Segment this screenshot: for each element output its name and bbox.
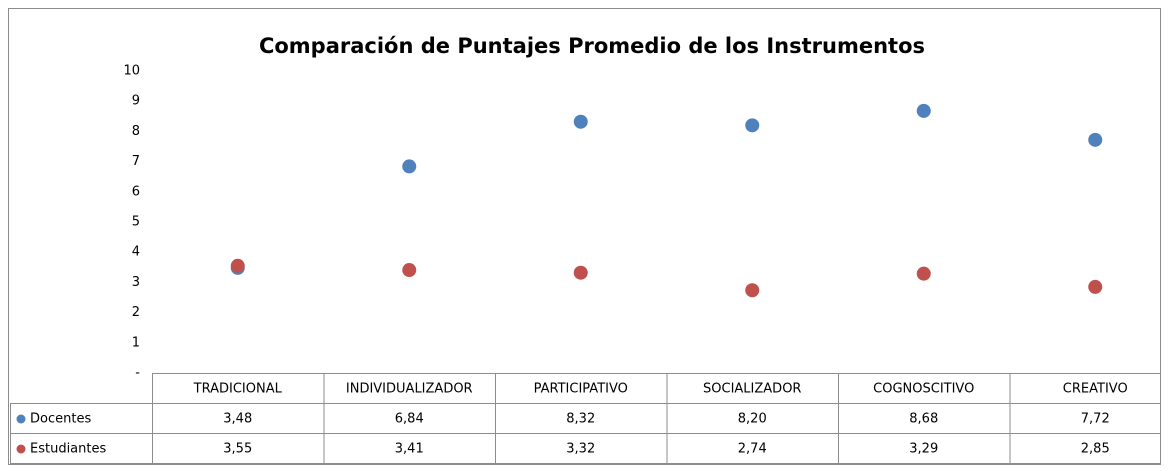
y-tick-label: - [135,366,140,381]
marker [573,114,588,129]
chart-border [8,8,1161,465]
table-value: 3,41 [395,442,424,457]
x-tick-label: COGNOSCITIVO [873,382,974,397]
marker [402,263,417,278]
table-value: 8,32 [566,412,595,427]
table-value: 6,84 [395,412,424,427]
x-tick-label: CREATIVO [1063,382,1128,397]
marker [745,118,760,133]
marker [745,283,760,298]
y-tick-label: 8 [132,124,140,139]
y-tick-label: 7 [132,154,140,169]
marker [230,258,245,273]
table-value: 3,48 [223,412,252,427]
table-value: 8,20 [738,412,767,427]
table-value: 3,29 [909,442,938,457]
table-value: 2,74 [738,442,767,457]
table-value: 3,32 [566,442,595,457]
x-tick-label: PARTICIPATIVO [534,382,628,397]
y-tick-label: 10 [123,64,140,79]
marker [402,159,417,174]
legend-marker [16,414,26,424]
table-value: 2,85 [1081,442,1110,457]
marker [1088,132,1103,147]
y-tick-label: 2 [132,305,140,320]
legend-marker [16,444,26,454]
marker [1088,279,1103,294]
y-tick-label: 4 [132,245,140,260]
table-value: 7,72 [1081,412,1110,427]
table-value: 3,55 [223,442,252,457]
marker [916,266,931,281]
y-tick-label: 6 [132,184,140,199]
y-tick-label: 3 [132,275,140,290]
x-tick-label: INDIVIDUALIZADOR [346,382,473,397]
chart-title: Comparación de Puntajes Promedio de los … [259,34,925,58]
legend-label: Docentes [30,412,91,427]
y-tick-label: 1 [132,335,140,350]
y-tick-label: 5 [132,215,140,230]
marker [916,103,931,118]
table-value: 8,68 [909,412,938,427]
legend-label: Estudiantes [30,442,106,457]
x-tick-label: TRADICIONAL [193,382,283,397]
y-tick-label: 9 [132,94,140,109]
x-tick-label: SOCIALIZADOR [703,382,801,397]
marker [573,265,588,280]
